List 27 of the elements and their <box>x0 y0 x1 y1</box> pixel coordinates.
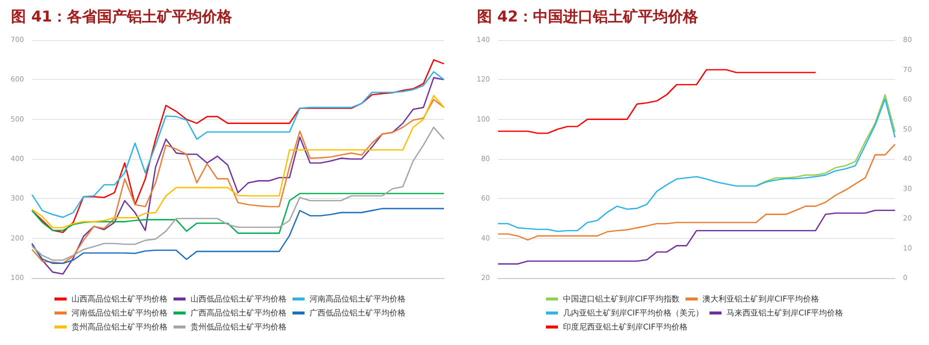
line-series <box>755 94 896 187</box>
line-series <box>497 210 896 265</box>
legend-label: 河南高品位铝土矿平均价格 <box>310 294 406 304</box>
line-series <box>31 77 445 275</box>
line-series <box>31 208 445 264</box>
chart-title: 图 41：各省国产铝土矿平均价格 <box>11 8 234 26</box>
line-series <box>31 192 445 234</box>
legend-label: 马来西亚铝土矿到岸CIF平均价格 <box>726 308 844 318</box>
line-series <box>31 126 445 261</box>
legend-label: 河南低品位铝土矿平均价格 <box>72 308 168 318</box>
legend-label: 贵州低品位铝土矿平均价格 <box>190 322 286 332</box>
legend-label: 广西低品位铝土矿平均价格 <box>310 308 406 318</box>
legend-label: 澳大利亚铝土矿到岸CIF平均价格 <box>702 294 820 304</box>
legend-label: 山西低品位铝土矿平均价格 <box>190 294 286 304</box>
line-series <box>497 69 816 134</box>
line-series <box>497 98 896 232</box>
legend-label: 中国进口铝土矿到岸CIF平均指数 <box>562 294 680 304</box>
line-series <box>497 144 896 241</box>
line-series <box>31 94 445 228</box>
line-series <box>31 98 445 264</box>
chart-title: 图 42：中国进口铝土矿平均价格 <box>477 8 700 26</box>
legend-label: 印度尼西亚铝土矿到岸CIF平均价格 <box>562 322 688 332</box>
legend-label: 几内亚铝土矿到岸CIF平均价格（美元） <box>562 308 704 318</box>
line-series <box>31 71 445 218</box>
legend-label: 贵州高品位铝土矿平均价格 <box>72 322 168 332</box>
legend-label: 山西高品位铝土矿平均价格 <box>72 294 168 304</box>
legend-label: 广西高品位铝土矿平均价格 <box>190 308 286 318</box>
